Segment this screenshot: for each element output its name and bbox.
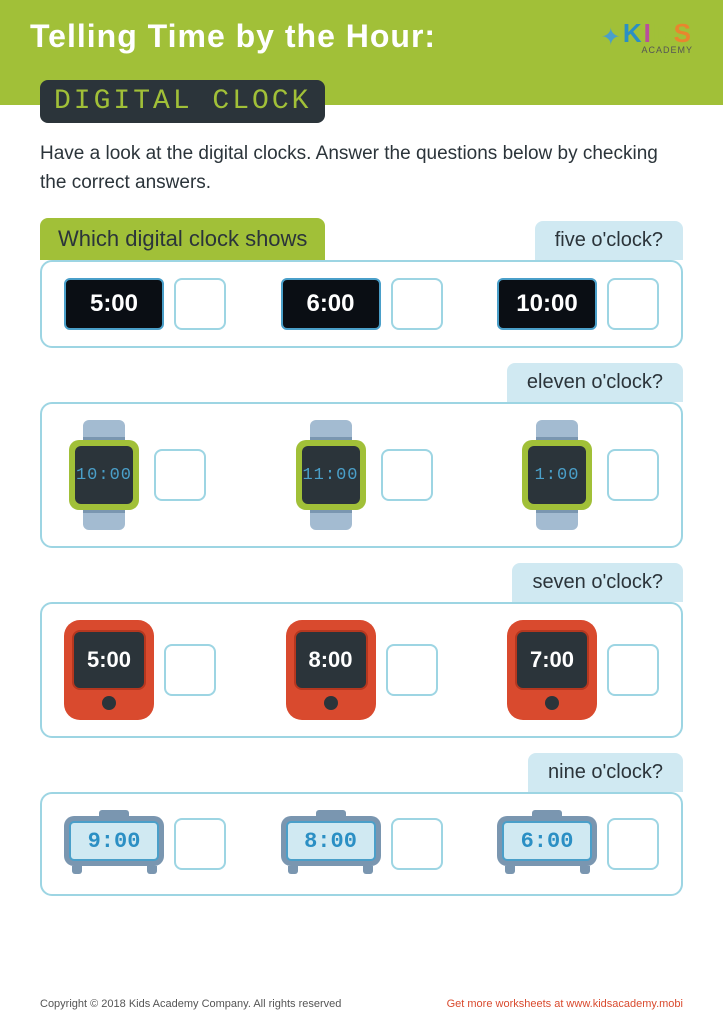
checkbox[interactable] xyxy=(607,449,659,501)
watch-face: 11:00 xyxy=(296,440,366,510)
alarm-feet-icon xyxy=(72,866,157,874)
clock-group: 5:00 xyxy=(64,620,216,720)
red-device: 8:00 xyxy=(286,620,376,720)
subtitle-badge: DIGITAL CLOCK xyxy=(40,80,325,123)
watch-band-icon xyxy=(83,510,125,530)
checkbox[interactable] xyxy=(607,278,659,330)
clock-group: 6:00 xyxy=(497,810,659,878)
watch-band-icon xyxy=(310,510,352,530)
question-target-3: seven o'clock? xyxy=(512,563,683,602)
home-button-icon xyxy=(545,696,559,710)
question-target-2: eleven o'clock? xyxy=(507,363,683,402)
smartwatch: 1:00 xyxy=(517,420,597,530)
watch-face: 1:00 xyxy=(522,440,592,510)
watch-screen: 1:00 xyxy=(528,446,586,504)
logo-sub: ACADEMY xyxy=(623,46,693,55)
question-row-1: Which digital clock shows five o'clock? xyxy=(0,218,723,260)
question-target-1: five o'clock? xyxy=(535,221,683,260)
red-device: 5:00 xyxy=(64,620,154,720)
checkbox[interactable] xyxy=(381,449,433,501)
clock-group: 8:00 xyxy=(281,810,443,878)
checkbox[interactable] xyxy=(386,644,438,696)
home-button-icon xyxy=(324,696,338,710)
checkbox[interactable] xyxy=(607,644,659,696)
clock-group: 11:00 xyxy=(291,420,433,530)
watch-screen: 10:00 xyxy=(75,446,133,504)
clock-group: 6:00 xyxy=(281,278,443,330)
clock-group: 10:00 xyxy=(64,420,206,530)
alarm-clock: 6:00 xyxy=(497,810,597,878)
checkbox[interactable] xyxy=(607,818,659,870)
clock-group: 7:00 xyxy=(507,620,659,720)
alarm-screen: 9:00 xyxy=(69,821,159,861)
alarm-feet-icon xyxy=(288,866,373,874)
checkbox[interactable] xyxy=(391,278,443,330)
digital-clock: 5:00 xyxy=(64,278,164,330)
header-band: Telling Time by the Hour: DIGITAL CLOCK … xyxy=(0,0,723,105)
digital-clock: 6:00 xyxy=(281,278,381,330)
alarm-body: 9:00 xyxy=(64,816,164,866)
logo-text: KIDS ACADEMY xyxy=(623,20,693,55)
question-row-4: nine o'clock? xyxy=(0,753,723,792)
checkbox[interactable] xyxy=(164,644,216,696)
checkbox[interactable] xyxy=(174,818,226,870)
alarm-clock: 8:00 xyxy=(281,810,381,878)
alarm-screen: 6:00 xyxy=(502,821,592,861)
clock-group: 1:00 xyxy=(517,420,659,530)
watch-band-icon xyxy=(536,420,578,440)
watch-face: 10:00 xyxy=(69,440,139,510)
alarm-body: 6:00 xyxy=(497,816,597,866)
answer-box-1: 5:00 6:00 10:00 xyxy=(40,260,683,348)
question-row-3: seven o'clock? xyxy=(0,563,723,602)
alarm-clock: 9:00 xyxy=(64,810,164,878)
page-title: Telling Time by the Hour: xyxy=(30,18,693,55)
clock-group: 10:00 xyxy=(497,278,659,330)
checkbox[interactable] xyxy=(154,449,206,501)
clock-group: 9:00 xyxy=(64,810,226,878)
footer-link: Get more worksheets at www.kidsacademy.m… xyxy=(447,998,683,1010)
smartwatch: 10:00 xyxy=(64,420,144,530)
footer: Copyright © 2018 Kids Academy Company. A… xyxy=(0,998,723,1010)
watch-band-icon xyxy=(310,420,352,440)
digital-clock: 10:00 xyxy=(497,278,597,330)
device-screen: 8:00 xyxy=(294,630,368,690)
home-button-icon xyxy=(102,696,116,710)
question-row-2: eleven o'clock? xyxy=(0,363,723,402)
question-prompt: Which digital clock shows xyxy=(40,218,325,260)
watch-screen: 11:00 xyxy=(302,446,360,504)
star-icon: ✦ xyxy=(601,23,621,52)
watch-band-icon xyxy=(83,420,125,440)
watch-band-icon xyxy=(536,510,578,530)
checkbox[interactable] xyxy=(391,818,443,870)
logo: ✦ KIDS ACADEMY xyxy=(601,20,693,55)
answer-box-3: 5:00 8:00 7:00 xyxy=(40,602,683,738)
clock-group: 5:00 xyxy=(64,278,226,330)
alarm-screen: 8:00 xyxy=(286,821,376,861)
logo-brand: KIDS xyxy=(623,20,693,46)
answer-box-2: 10:00 11:00 1:00 xyxy=(40,402,683,548)
device-screen: 7:00 xyxy=(515,630,589,690)
answer-box-4: 9:00 8:00 6:00 xyxy=(40,792,683,896)
red-device: 7:00 xyxy=(507,620,597,720)
alarm-body: 8:00 xyxy=(281,816,381,866)
device-screen: 5:00 xyxy=(72,630,146,690)
question-target-4: nine o'clock? xyxy=(528,753,683,792)
checkbox[interactable] xyxy=(174,278,226,330)
clock-group: 8:00 xyxy=(286,620,438,720)
copyright: Copyright © 2018 Kids Academy Company. A… xyxy=(40,998,341,1010)
alarm-feet-icon xyxy=(505,866,590,874)
smartwatch: 11:00 xyxy=(291,420,371,530)
